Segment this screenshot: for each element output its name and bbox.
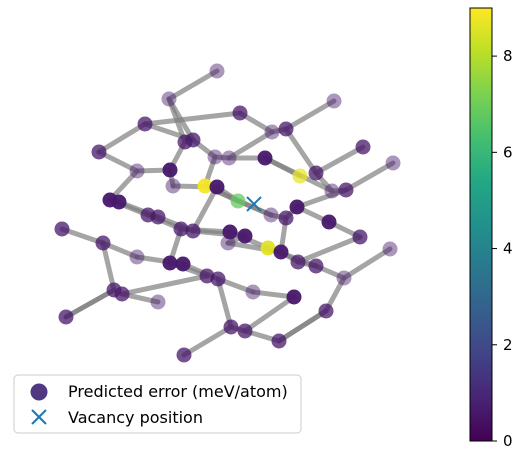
bond-line	[242, 294, 297, 334]
atom-point	[263, 207, 279, 223]
atom-point	[290, 254, 306, 270]
atom-point	[162, 162, 178, 178]
atom-point	[232, 105, 248, 121]
atom-point	[175, 256, 191, 272]
bond-line	[276, 308, 329, 344]
bond-line	[294, 187, 349, 210]
bond-line	[283, 98, 337, 132]
atom-point	[221, 150, 237, 166]
atom-point	[173, 221, 189, 237]
bond-line	[283, 126, 319, 176]
atom-point	[162, 255, 178, 271]
atom-point	[326, 93, 342, 109]
atom-point	[324, 183, 340, 199]
atom-point	[336, 270, 352, 286]
atom-point	[197, 178, 213, 194]
atom-point	[185, 132, 201, 148]
atom-point	[271, 333, 287, 349]
atom-point	[210, 271, 226, 287]
atom-point	[289, 199, 305, 215]
atom-point	[150, 209, 166, 225]
atom-point	[209, 179, 225, 195]
atom-point	[385, 155, 401, 171]
atom-point	[321, 214, 337, 230]
bond-line	[295, 234, 363, 265]
bond-line	[341, 246, 393, 281]
atom-point	[237, 228, 253, 244]
atoms-layer	[54, 63, 401, 363]
atom-point	[165, 178, 181, 194]
atom-point	[308, 165, 324, 181]
atom-point	[245, 284, 261, 300]
colorbar-ticks: 0 2 4 6 8	[492, 47, 513, 450]
vacancy-marker	[246, 196, 262, 212]
bonds-layer	[59, 68, 396, 358]
atom-point	[237, 323, 253, 339]
legend-label-error: Predicted error (meV/atom)	[68, 382, 288, 401]
atom-point	[161, 91, 177, 107]
legend-label-vacancy: Vacancy position	[68, 408, 203, 427]
bond-line	[343, 160, 396, 193]
atom-point	[58, 309, 74, 325]
bond-line	[166, 68, 220, 102]
atom-point	[176, 347, 192, 363]
bond-line	[63, 287, 117, 320]
bond-line	[96, 121, 148, 155]
bond-line	[181, 324, 234, 358]
atom-point	[355, 139, 371, 155]
atom-point	[352, 229, 368, 245]
atom-point	[292, 168, 308, 184]
atom-point	[54, 221, 70, 237]
atom-point	[338, 182, 354, 198]
atom-point	[278, 121, 294, 137]
colorbar-tick-label: 2	[503, 336, 513, 354]
atom-point	[185, 223, 201, 239]
atom-point	[286, 289, 302, 305]
atom-point	[114, 286, 130, 302]
bond-line	[119, 273, 210, 297]
colorbar-tick-label: 0	[503, 432, 513, 450]
legend-marker-circle	[30, 383, 48, 401]
colorbar-gradient	[469, 7, 493, 442]
atom-point	[91, 144, 107, 160]
atom-point	[260, 240, 276, 256]
bond-line	[190, 184, 220, 234]
colorbar-tick-label: 4	[503, 240, 513, 258]
atom-point	[129, 249, 145, 265]
atom-point	[207, 149, 223, 165]
atom-point	[95, 235, 111, 251]
atom-point	[111, 194, 127, 210]
atom-point	[264, 124, 280, 140]
vacancy-layer	[246, 196, 262, 212]
colorbar-tick-label: 8	[503, 47, 513, 65]
atom-point	[278, 210, 294, 226]
bond-line	[142, 110, 243, 127]
bond-line	[226, 129, 275, 161]
atom-point	[273, 244, 289, 260]
atom-point	[230, 193, 246, 209]
atom-point	[222, 224, 238, 240]
colorbar-tick-label: 6	[503, 143, 513, 161]
bond-line	[313, 144, 366, 176]
legend-box	[13, 374, 302, 434]
legend-marker-x	[31, 409, 47, 425]
colorbar: 0 2 4 6 8	[469, 7, 513, 450]
atom-point	[308, 258, 324, 274]
atom-point	[150, 294, 166, 310]
bond-line	[100, 240, 117, 293]
legend: Predicted error (meV/atom) Vacancy posit…	[13, 374, 302, 434]
atom-point	[209, 63, 225, 79]
atom-point	[318, 303, 334, 319]
atom-point	[137, 116, 153, 132]
atom-point	[129, 163, 145, 179]
atom-point	[223, 319, 239, 335]
atom-point	[382, 241, 398, 257]
bond-line	[215, 276, 234, 330]
atom-point	[257, 150, 273, 166]
